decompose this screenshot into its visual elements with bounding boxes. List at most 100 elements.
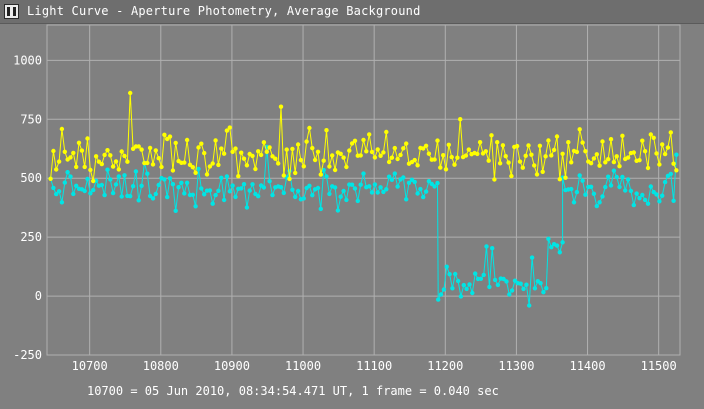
data-point [620, 133, 625, 138]
app-icon[interactable] [4, 4, 19, 19]
x-tick-label: 11300 [498, 359, 534, 373]
data-point [438, 292, 444, 297]
data-point [384, 187, 389, 192]
data-point [580, 178, 585, 183]
data-point [352, 186, 358, 191]
data-point [113, 159, 119, 164]
data-point [455, 155, 460, 160]
data-point [56, 189, 62, 194]
data-point [239, 186, 244, 191]
data-point [182, 160, 187, 165]
data-point [147, 145, 153, 151]
chart-grid [46, 24, 681, 356]
x-tick-label: 11000 [285, 359, 321, 373]
data-point [332, 185, 338, 190]
data-point [443, 167, 449, 172]
data-point [250, 182, 255, 187]
data-point [51, 148, 56, 154]
data-point [324, 128, 329, 133]
data-point [273, 156, 278, 161]
data-point [549, 245, 554, 250]
data-point [546, 138, 551, 143]
data-point [478, 276, 484, 281]
data-point [65, 170, 70, 175]
data-point [236, 174, 241, 179]
data-point [287, 168, 292, 174]
data-point [102, 152, 107, 158]
data-point [489, 133, 494, 138]
data-point [386, 159, 392, 165]
data-point [193, 170, 198, 175]
data-point [312, 157, 318, 163]
data-point [167, 134, 173, 139]
data-point [588, 184, 594, 189]
data-point [566, 140, 571, 145]
data-point [364, 149, 369, 154]
data-point [156, 182, 161, 188]
data-point [122, 153, 127, 159]
data-point [423, 189, 429, 194]
data-point [324, 174, 329, 179]
data-point [196, 145, 201, 150]
data-point [657, 199, 662, 204]
data-point [287, 176, 292, 182]
title-bar[interactable]: Light Curve - Aperture Photometry, Avera… [0, 0, 704, 24]
data-point [335, 208, 341, 213]
data-point [224, 174, 230, 179]
data-point [369, 190, 375, 195]
data-point [392, 171, 397, 176]
data-point [179, 180, 184, 185]
data-point [614, 174, 619, 180]
data-point [369, 149, 375, 155]
data-point [532, 286, 538, 291]
y-tick-label: 500 [20, 171, 42, 185]
data-point [147, 193, 153, 199]
data-point [492, 277, 498, 283]
data-point [281, 190, 286, 196]
data-point [213, 192, 218, 198]
data-point [554, 243, 560, 248]
data-point [216, 162, 221, 168]
data-point [591, 156, 597, 161]
data-point [361, 137, 366, 143]
data-point [119, 194, 124, 199]
data-point [483, 149, 488, 154]
data-point [617, 164, 622, 169]
data-point [202, 150, 207, 156]
data-point [221, 197, 227, 203]
data-point [521, 286, 526, 292]
data-point [267, 179, 272, 184]
data-point [267, 145, 272, 150]
data-point [426, 179, 432, 184]
data-point [603, 184, 608, 190]
data-point [438, 165, 443, 170]
data-point [617, 184, 622, 190]
data-point [202, 192, 207, 197]
data-point [105, 148, 110, 153]
x-tick-label: 10800 [143, 359, 179, 373]
data-point [477, 140, 483, 145]
data-point [512, 278, 518, 283]
data-point [210, 201, 215, 206]
data-point [490, 246, 495, 251]
data-point [614, 154, 619, 159]
data-point [116, 174, 122, 179]
data-point [321, 167, 326, 173]
data-point [184, 137, 190, 143]
data-point [594, 203, 599, 209]
data-point [551, 147, 557, 153]
data-point [150, 162, 156, 167]
data-point [102, 192, 107, 198]
data-point [398, 152, 403, 158]
data-point [295, 188, 301, 194]
data-point [583, 149, 588, 154]
data-point [91, 178, 96, 184]
data-point [415, 163, 420, 168]
data-point [657, 162, 662, 167]
data-point [199, 141, 204, 146]
data-point [256, 194, 261, 199]
data-point [389, 177, 395, 182]
data-point [540, 169, 545, 174]
data-point [509, 288, 515, 293]
data-point [256, 149, 261, 154]
